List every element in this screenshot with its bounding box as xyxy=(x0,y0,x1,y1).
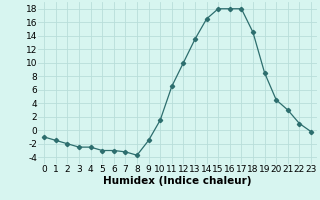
X-axis label: Humidex (Indice chaleur): Humidex (Indice chaleur) xyxy=(103,176,252,186)
